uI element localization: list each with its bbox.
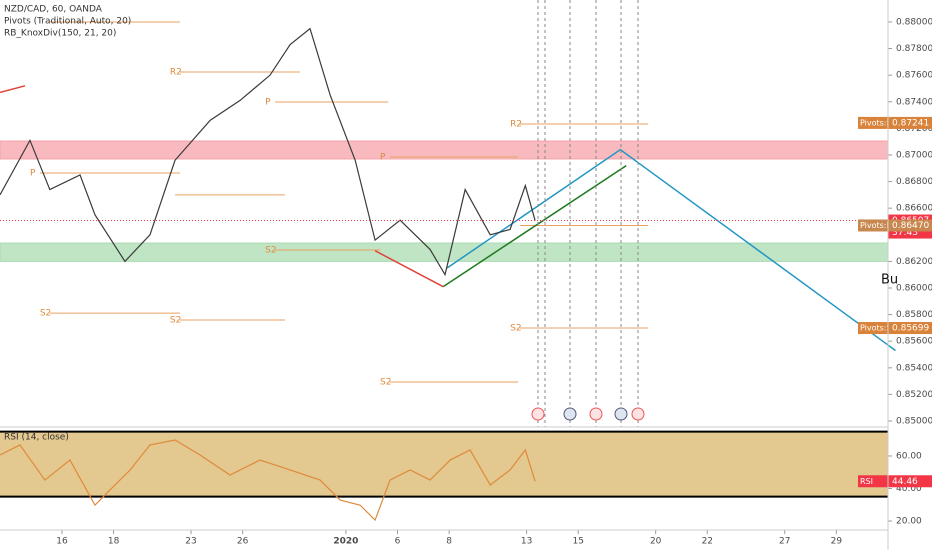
tag-value-box [888,475,932,488]
y-tick-label: 0.85000 [896,417,932,427]
x-tick-label: 2020 [333,537,358,547]
rsi-band [0,431,888,497]
trendline [442,164,627,288]
tag-value-box [888,116,932,129]
x-tick-label: 15 [573,537,584,547]
trendline [374,250,444,288]
price-line [0,439,536,522]
price-line [0,27,536,277]
y-tick-label: 0.87800 [896,44,932,54]
indicator-label: Pivots (Traditional, Auto, 20) [4,17,131,27]
y-tick-label: 40.00 [896,484,922,494]
trendline [446,148,896,352]
zone [0,140,889,160]
y-tick-label: 0.87600 [896,71,932,81]
plot-layer: 0.880000.878000.876000.874000.872000.870… [0,17,932,547]
countdown: 37:43 [892,228,918,238]
tag-name: Pivots:R2 [860,118,897,127]
x-tick-label: 23 [185,537,196,547]
y-tick-label: 0.85600 [896,337,932,347]
x-tick-label: 8 [446,537,452,547]
y-tick-label: 0.86200 [896,257,932,267]
tag-value: 0.85699 [892,324,929,334]
x-tick-label: 22 [702,537,713,547]
event-icon[interactable] [614,407,628,421]
x-tick-label: 18 [108,537,120,547]
x-tick-label: 29 [831,537,843,547]
pivot-label: S2 [510,324,521,334]
event-icons [531,407,645,421]
x-tick-label: 26 [237,537,249,547]
tag-name: Pivots:S2 [860,324,897,333]
pivot-label: S2 [265,245,276,255]
pivot-label: S2 [380,378,391,388]
x-tick-label: 13 [521,537,532,547]
rsi-title: RSI (14, close) [4,433,69,443]
event-icon[interactable] [531,407,545,421]
tag-name-box [858,322,888,335]
tag-name-box [858,219,888,232]
event-lines [537,0,639,427]
x-tick-label: 20 [650,537,662,547]
pivot-label: R2 [170,67,182,77]
tag-value: 0.87241 [892,118,929,128]
y-tick-label: 0.87400 [896,97,932,107]
pivot-label: P [380,152,386,162]
pivot-label: R2 [510,119,522,129]
y-tick-label: 0.86800 [896,177,932,187]
y-tick-label: 0.88000 [896,17,932,27]
tag-name-box [858,116,888,129]
chart-title: NZD/CAD, 60, OANDA [4,5,103,15]
pivot-label: S2 [40,309,51,319]
y-tick-label: 0.86000 [896,283,932,293]
y-tick-label: 60.00 [896,451,922,461]
y-tick-label: 20.00 [896,517,922,527]
tag-name: RSI [860,477,873,486]
pivot-label: S2 [170,316,181,326]
indicator-label: RB_KnoxDiv(150, 21, 20) [4,29,116,39]
tag-value: 0.86470 [892,221,929,231]
tag-value-box [888,322,932,335]
tag-value: 44.46 [892,477,918,487]
pivot-label: P [265,98,271,108]
tag-value-box [888,219,932,232]
event-icon[interactable] [563,407,577,421]
event-icon[interactable] [589,407,603,421]
trendline [0,85,26,94]
y-tick-label: 0.85800 [896,310,932,320]
x-tick-label: 6 [395,537,401,547]
tag-name: Pivots:P [860,221,892,230]
y-tick-label: 0.86600 [896,204,932,214]
partial-text: Bu [881,273,898,288]
y-tick-label: 0.85400 [896,363,932,373]
event-icon[interactable] [631,407,645,421]
x-tick-label: 16 [56,537,68,547]
y-tick-label: 0.85200 [896,390,932,400]
tag-name-box [858,475,888,488]
x-tick-label: 27 [779,537,790,547]
pivot-label: P [30,169,36,179]
y-tick-label: 0.87000 [896,150,932,160]
